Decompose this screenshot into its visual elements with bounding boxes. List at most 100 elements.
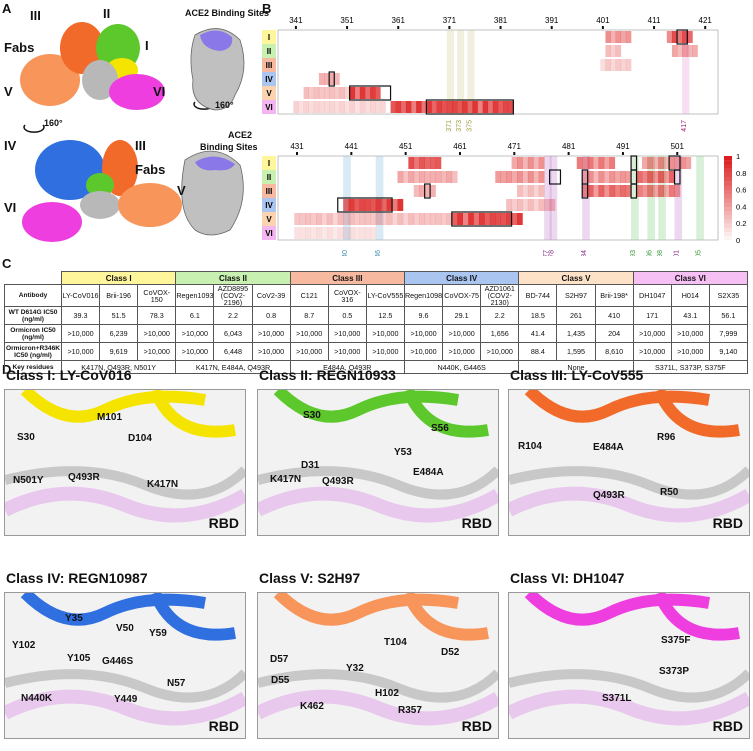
heat-cell	[605, 31, 611, 43]
heat-box	[425, 99, 514, 115]
panel-label-a: A	[2, 1, 12, 16]
heat-cell	[397, 213, 404, 225]
heat-cell	[332, 213, 339, 225]
fab-ribbon-2	[402, 593, 489, 641]
heat-cell	[472, 101, 478, 113]
omicron-r346k-cell-13: 1,595	[556, 342, 596, 361]
heat-cell	[615, 59, 622, 71]
class-label: V	[266, 215, 272, 224]
class-label: III	[266, 61, 273, 70]
tick-mark	[458, 152, 461, 155]
heat-cell	[647, 157, 654, 169]
heat-cell	[337, 213, 344, 225]
residue-label: S30	[17, 432, 35, 443]
structure-panel-4: T104 D57 D52 Y32 D55 H102 K462 R357 RBD	[257, 592, 499, 739]
rbd-label: RBD	[461, 718, 492, 734]
omicron-r346k-cell-7: >10,000	[327, 342, 367, 361]
heat-cell	[527, 199, 534, 211]
heat-cell	[593, 157, 599, 169]
heat-cell	[587, 171, 594, 183]
rbd-ribbon-2	[258, 669, 498, 703]
residue-label: E484A	[593, 442, 624, 453]
residue-label: K462	[300, 701, 324, 712]
highlight-label: 440	[342, 250, 349, 256]
residue-label: R357	[398, 705, 422, 716]
heat-cell	[533, 199, 540, 211]
tick-label: 431	[290, 142, 304, 151]
fab-ribbon	[20, 593, 206, 626]
colorbar-step	[724, 181, 732, 186]
structure-art	[258, 390, 498, 523]
heat-cell	[671, 31, 678, 43]
heat-cell	[658, 185, 664, 197]
heat-cell	[692, 45, 698, 57]
antibody-row: Antibody LY-CoV016 Brii-196 CoVOX-150 Regen…	[4, 284, 749, 307]
heat-cell	[609, 185, 616, 197]
colorbar-step	[724, 168, 732, 173]
wt-cell-0: 39.3	[60, 306, 101, 325]
antibody-cell-9: Regen10987	[403, 284, 444, 307]
heat-cell	[522, 199, 529, 211]
heat-cell	[310, 213, 317, 225]
heat-cell	[615, 45, 622, 57]
heat-cell	[687, 31, 693, 43]
antibody-cell-14: Brii-198*	[594, 284, 634, 307]
heat-cell	[593, 171, 599, 183]
heat-cell	[506, 199, 512, 211]
heat-cell	[402, 171, 409, 183]
heat-box	[451, 211, 513, 227]
colorbar-label: 0.8	[736, 169, 746, 178]
tick-mark	[513, 152, 516, 155]
tick-label: 421	[699, 16, 713, 25]
tick-mark	[404, 152, 407, 155]
rbd-ribbon	[5, 689, 245, 726]
neutralization-table: Class I Class II Class III Class IV Clas…	[4, 271, 749, 374]
heat-cell	[430, 185, 436, 197]
residue-label: N440K	[21, 693, 53, 704]
heat-cell	[343, 227, 349, 239]
heat-cell	[435, 213, 442, 225]
heat-cell	[318, 73, 325, 85]
heat-cell	[647, 185, 654, 197]
tick-mark	[704, 26, 707, 29]
heat-cell	[641, 157, 648, 169]
heat-cell	[517, 171, 523, 183]
heat-cell	[484, 213, 491, 225]
colorbar-step	[724, 164, 732, 169]
omicron-r346k-cell-5: >10,000	[251, 342, 291, 361]
highlight-band	[696, 156, 704, 240]
fab-vi-blob-b	[22, 202, 82, 242]
heat-box	[630, 183, 638, 199]
heat-cell	[380, 101, 386, 113]
class-label: III	[266, 187, 273, 196]
heat-cell	[397, 199, 404, 211]
row-label-omicron: Ormicron IC50 (ng/ml)	[4, 324, 62, 343]
tick-mark	[550, 26, 553, 29]
rbd-label: RBD	[208, 515, 239, 531]
heat-cell	[482, 101, 489, 113]
heat-cell	[620, 59, 627, 71]
fab-vi-blob	[109, 74, 165, 110]
tick-mark	[567, 152, 570, 155]
class-swatch	[262, 44, 276, 58]
omicron-cell-0: >10,000	[60, 324, 101, 343]
antibody-cell-7: CoVOX-316	[327, 284, 367, 307]
heat-box	[424, 183, 431, 199]
rbd-ribbon-2	[5, 669, 245, 703]
residue-label: R50	[660, 487, 679, 498]
heat-cell	[293, 101, 299, 113]
heat-cell	[397, 171, 404, 183]
tick-mark	[653, 26, 656, 29]
heat-cell	[405, 101, 412, 113]
structure-art	[509, 593, 749, 726]
key-residues-vi: S371L, S373P, S375F	[632, 360, 749, 374]
heat-cell	[411, 101, 417, 113]
heat-cell	[354, 199, 360, 211]
antibody-cell-11: AZD1061 (COV2-2130)	[480, 284, 520, 307]
heat-cell	[506, 171, 512, 183]
heat-cell	[421, 101, 427, 113]
heat-cell	[364, 101, 371, 113]
residue-label: K417N	[147, 479, 179, 490]
residue-label: R104	[518, 441, 542, 452]
heat-cell	[451, 101, 458, 113]
